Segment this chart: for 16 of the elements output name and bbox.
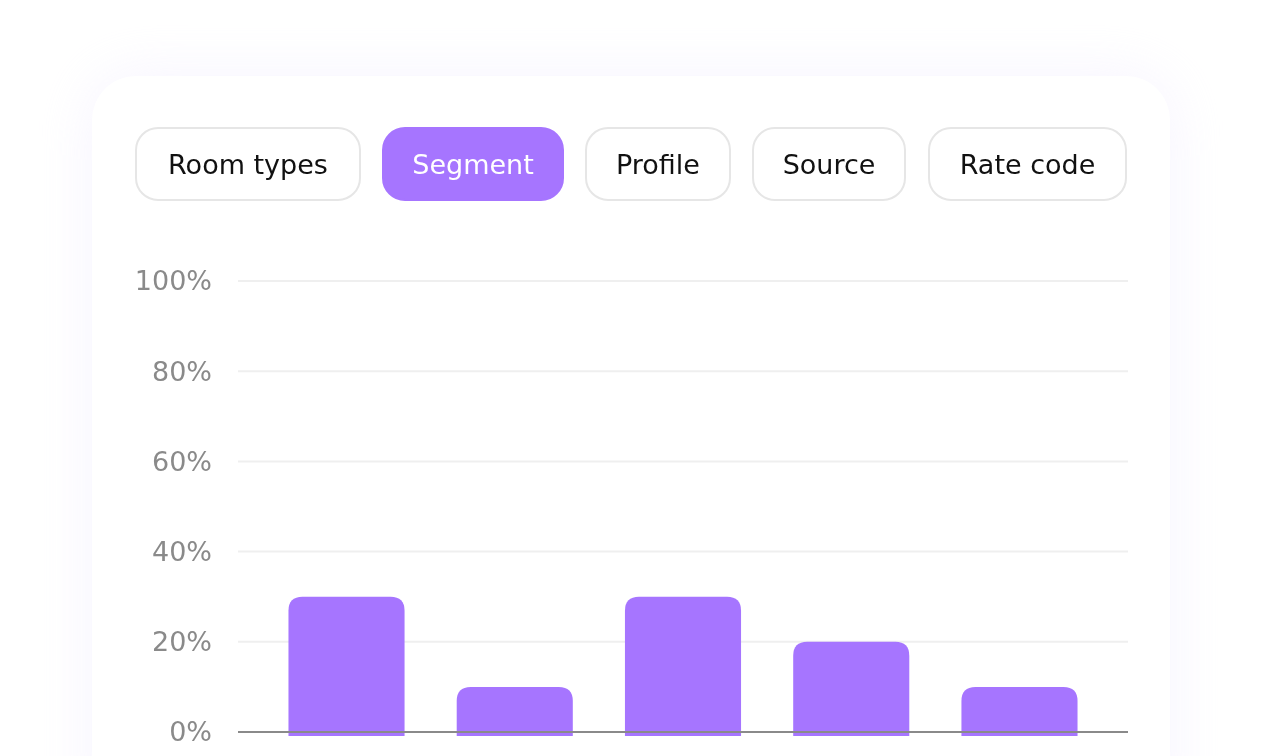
bar [961, 686, 1078, 736]
text: Segment [412, 149, 534, 180]
bar [793, 641, 910, 736]
y-tick-label: 60% [151, 445, 212, 477]
text: Rate code [959, 149, 1096, 180]
text: Source [782, 149, 876, 180]
y-tick-label: 0% [169, 716, 212, 748]
bar [456, 686, 573, 736]
bar [288, 596, 405, 736]
y-tick-label: 20% [151, 626, 212, 658]
text: Room types [168, 149, 328, 180]
y-tick-label: 80% [151, 355, 212, 387]
y-tick-label: 100% [134, 265, 212, 297]
bar [624, 596, 742, 736]
y-tick-label: 40% [151, 536, 212, 568]
text: Profile [616, 149, 700, 180]
